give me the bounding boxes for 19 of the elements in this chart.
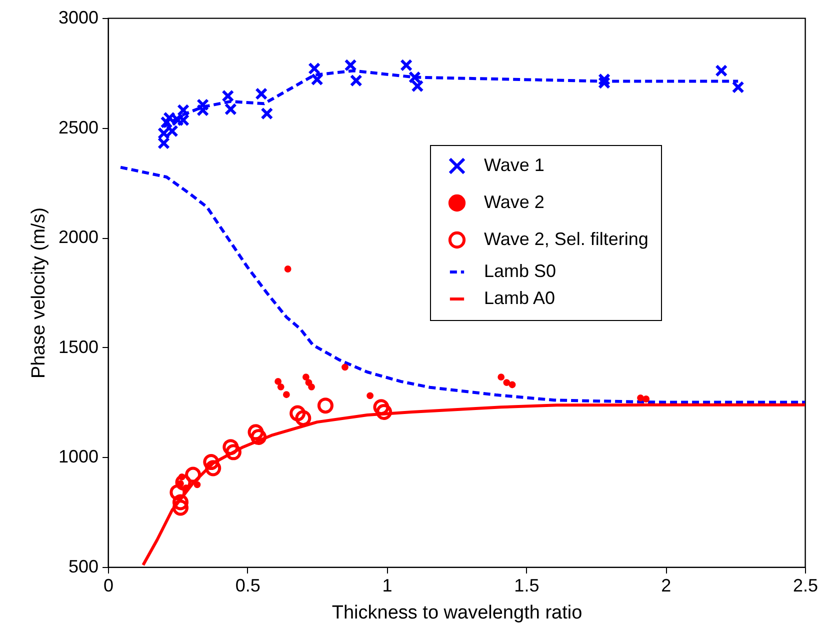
y-tick-label: 2500 [58, 117, 98, 138]
y-tick-label: 3000 [58, 8, 98, 28]
x-tick-label: 2.5 [792, 576, 818, 596]
legend-label: Lamb A0 [484, 288, 556, 308]
x-tick-label: 0 [103, 576, 114, 596]
y-axis-title: Phase velocity (m/s) [28, 207, 50, 379]
x-axis-title: Thickness to wavelength ratio [332, 602, 582, 624]
legend-label: Lamb S0 [484, 261, 556, 281]
x-tick-label: 1 [382, 576, 392, 596]
y-tick-label: 2000 [58, 227, 98, 248]
legend-label: Wave 2 [484, 192, 544, 212]
y-tick-label: 1500 [58, 336, 98, 357]
legend-label: Wave 1 [484, 155, 544, 175]
x-tick-label: 1.5 [514, 576, 540, 596]
y-tick-label: 500 [68, 556, 98, 576]
x-tick-label: 2 [661, 576, 672, 596]
y-tick-label: 1000 [58, 446, 98, 467]
x-tick-label: 0.5 [235, 576, 260, 596]
legend-label: Wave 2, Sel. filtering [484, 229, 648, 249]
